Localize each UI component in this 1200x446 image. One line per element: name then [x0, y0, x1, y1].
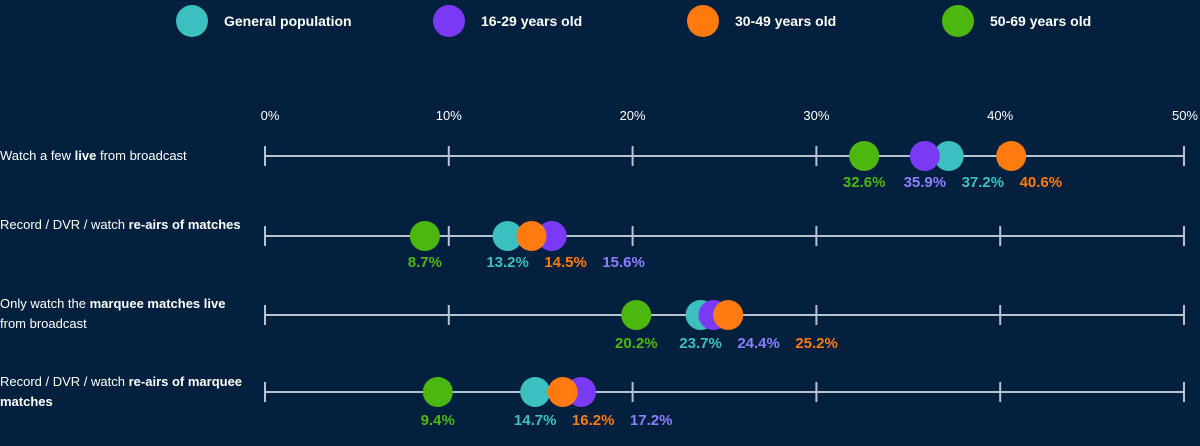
- data-value-label: 25.2%: [795, 335, 838, 352]
- row-label-text: Only watch the: [0, 296, 90, 311]
- data-value-label: 8.7%: [408, 254, 442, 271]
- legend-swatch: [176, 5, 208, 37]
- data-point: [996, 141, 1027, 171]
- row-label: Only watch the marquee matches live from…: [0, 294, 245, 334]
- data-point: [520, 377, 551, 407]
- legend-label: 16-29 years old: [481, 13, 583, 29]
- row-label-text: Watch a few: [0, 148, 75, 163]
- data-point: [849, 141, 880, 171]
- row-label-text: Record / DVR / watch: [0, 374, 129, 389]
- x-tick-label: 40%: [987, 108, 1013, 123]
- data-value-label: 16.2%: [572, 412, 615, 429]
- row-label-text: Record / DVR / watch: [0, 217, 129, 232]
- legend-item: 30-49 years old: [687, 4, 836, 38]
- data-value-label: 20.2%: [615, 335, 658, 352]
- x-tick-label: 10%: [436, 108, 462, 123]
- data-value-label: 13.2%: [486, 254, 529, 271]
- data-point: [422, 377, 453, 407]
- row-label-text: from broadcast: [0, 316, 87, 331]
- legend-item: 16-29 years old: [433, 4, 582, 38]
- legend-swatch: [687, 5, 719, 37]
- row-label: Record / DVR / watch re-airs of marquee …: [0, 372, 245, 412]
- x-tick-label: 50%: [1172, 108, 1198, 123]
- row-label-emphasis: marquee matches live: [89, 296, 226, 311]
- row-label-emphasis: live: [74, 148, 97, 163]
- data-value-label: 32.6%: [843, 174, 886, 191]
- x-tick-label: 30%: [803, 108, 829, 123]
- data-value-label: 24.4%: [737, 335, 780, 352]
- legend-label: General population: [224, 13, 352, 29]
- chart-legend: General population 16-29 years old 30-49 y…: [0, 4, 1200, 38]
- legend-item: 50-69 years old: [942, 4, 1091, 38]
- data-value-label: 14.5%: [544, 254, 587, 271]
- data-point: [713, 300, 744, 330]
- legend-label: 30-49 years old: [735, 13, 837, 29]
- x-tick-label: 20%: [620, 108, 646, 123]
- row-label-emphasis: re-airs of matches: [128, 217, 241, 232]
- data-value-label: 40.6%: [1020, 174, 1063, 191]
- row-label: Record / DVR / watch re-airs of matches: [0, 215, 245, 235]
- data-value-label: 14.7%: [514, 412, 557, 429]
- data-value-label: 37.2%: [962, 174, 1005, 191]
- data-point: [909, 141, 940, 171]
- legend-item: General population: [176, 4, 352, 38]
- data-value-label: 17.2%: [630, 412, 673, 429]
- row-label-text: from broadcast: [96, 148, 187, 163]
- data-value-label: 23.7%: [679, 335, 722, 352]
- x-tick-label: 0%: [261, 108, 280, 123]
- data-point: [409, 221, 440, 251]
- row-label-emphasis: re-airs of marquee matches: [0, 374, 243, 409]
- data-point: [516, 221, 547, 251]
- data-value-label: 15.6%: [602, 254, 645, 271]
- data-point: [933, 141, 964, 171]
- data-point: [621, 300, 652, 330]
- data-point: [547, 377, 578, 407]
- legend-swatch: [433, 5, 465, 37]
- legend-label: 50-69 years old: [990, 13, 1092, 29]
- row-label: Watch a few live from broadcast: [0, 146, 245, 166]
- data-point: [492, 221, 523, 251]
- data-value-label: 9.4%: [421, 412, 455, 429]
- data-value-label: 35.9%: [904, 174, 947, 191]
- legend-swatch: [942, 5, 974, 37]
